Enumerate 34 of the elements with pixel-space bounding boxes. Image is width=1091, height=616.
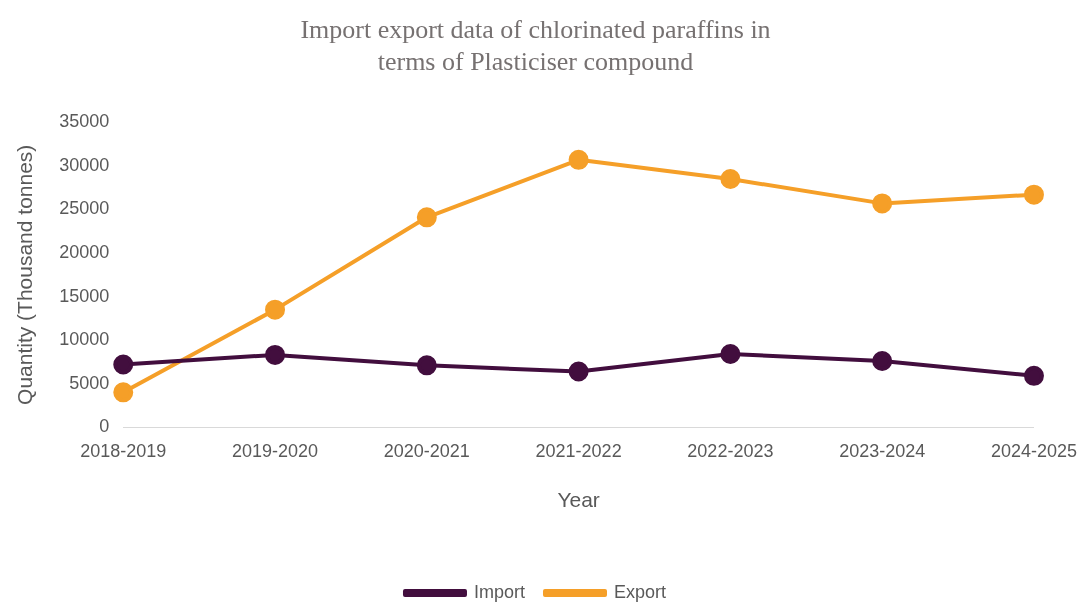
x-tick-label: 2019-2020 — [231, 440, 319, 461]
point — [568, 361, 589, 382]
y-tick-label: 10000 — [59, 329, 110, 350]
legend-label: Import — [473, 581, 525, 602]
point — [265, 299, 286, 320]
point — [416, 207, 437, 228]
point — [720, 169, 741, 190]
x-tick-label: 2021-2022 — [535, 440, 622, 461]
point — [872, 351, 893, 372]
x-tick-label: 2018-2019 — [80, 440, 167, 461]
chart-title: Import export data of chlorinated paraffins in terms of Plasticiser compound — [300, 15, 771, 76]
y-tick-label: 0 — [99, 416, 110, 437]
y-tick-label: 25000 — [59, 198, 110, 219]
y-tick-label: 5000 — [69, 372, 110, 393]
x-axis-title: Year — [557, 488, 600, 512]
point — [720, 344, 741, 365]
point — [1023, 184, 1044, 205]
point — [113, 382, 134, 403]
point — [113, 354, 134, 375]
x-tick-label: 2020-2021 — [383, 440, 470, 461]
y-tick-label: 30000 — [59, 154, 110, 175]
point — [416, 355, 437, 376]
x-tick-label: 2023-2024 — [839, 440, 926, 461]
y-tick-label: 35000 — [59, 111, 110, 132]
x-tick-label: 2024-2025 — [990, 440, 1078, 461]
y-tick-label: 15000 — [59, 285, 110, 306]
point — [568, 149, 589, 170]
y-axis-title: Quantity (Thousand tonnes) — [13, 144, 37, 405]
point — [265, 344, 286, 365]
legend-label: Export — [613, 581, 667, 602]
y-tick-label: 20000 — [59, 242, 110, 262]
point — [1023, 365, 1044, 386]
point — [872, 193, 893, 214]
x-tick-label: 2022-2023 — [687, 440, 774, 461]
